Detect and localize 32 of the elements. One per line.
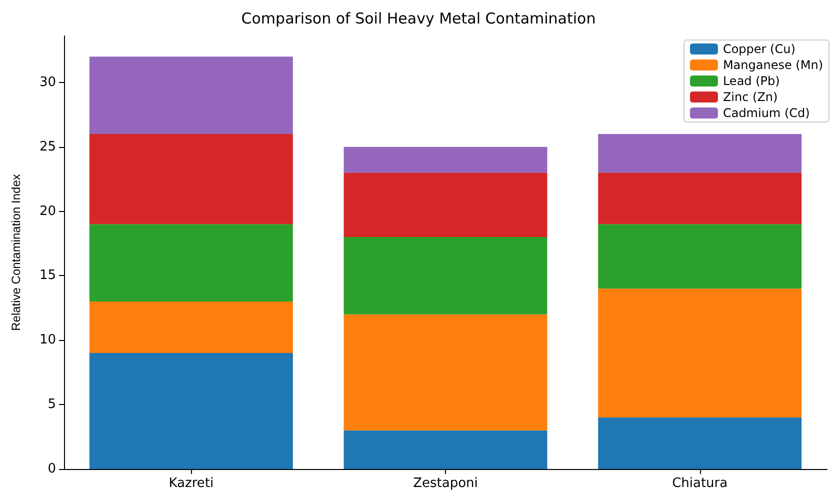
legend-label: Manganese (Mn): [722, 58, 824, 72]
bar: [89, 134, 293, 224]
bar: [598, 134, 802, 173]
legend-label: Lead (Pb): [722, 74, 780, 88]
bar: [598, 288, 802, 418]
bar: [89, 224, 293, 302]
y-tick-label: 10: [39, 332, 56, 348]
bar: [344, 237, 548, 314]
legend-label: Copper (Cu): [722, 42, 796, 56]
bar: [89, 56, 293, 134]
bar: [89, 301, 293, 354]
bar: [89, 353, 293, 469]
x-tick-label: Kazreti: [168, 476, 214, 491]
y-tick-label: 20: [39, 204, 56, 219]
bar: [344, 430, 548, 469]
bar: [344, 146, 548, 173]
bar: [344, 172, 548, 238]
bar: [598, 172, 802, 224]
y-tick-label: 15: [39, 268, 56, 284]
legend-label: Zinc (Zn): [722, 90, 778, 104]
bar: [598, 417, 802, 469]
legend-label: Cadmium (Cd): [722, 106, 810, 120]
bar: [598, 224, 802, 289]
x-tick-label: Zestaponi: [413, 476, 478, 491]
x-tick-label: Chiatura: [672, 476, 728, 491]
y-tick-label: 5: [48, 397, 56, 412]
chart-title: Comparison of Soil Heavy Metal Contamination: [241, 10, 596, 28]
y-tick-label: 25: [39, 139, 56, 154]
bar: [344, 314, 548, 430]
y-axis-title: Relative Contamination Index: [9, 174, 23, 331]
y-tick-label: 30: [39, 74, 56, 90]
y-tick-label: 0: [48, 462, 56, 476]
